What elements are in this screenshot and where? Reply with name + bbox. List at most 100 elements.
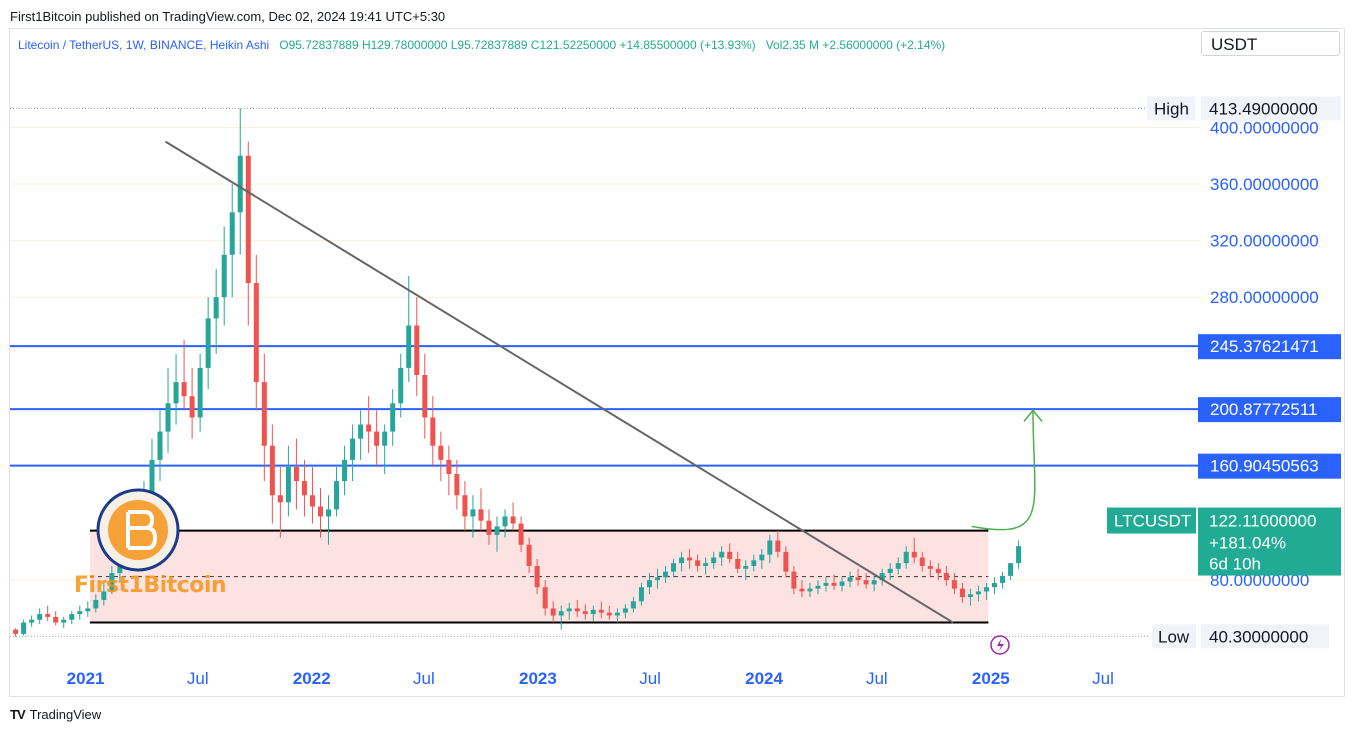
- candle: [197, 353, 203, 432]
- y-tick-label: 320.00000000: [1210, 232, 1319, 251]
- candle-body: [285, 466, 291, 503]
- candle: [919, 551, 925, 572]
- candle: [342, 445, 348, 496]
- candle: [309, 466, 315, 524]
- candle: [277, 466, 283, 538]
- current-price-label: 122.11000000: [1209, 512, 1316, 531]
- candle: [253, 254, 259, 411]
- event-bolt: [997, 639, 1004, 651]
- currency-selector[interactable]: USDT: [1201, 31, 1340, 56]
- candle: [735, 551, 741, 574]
- symbol-title[interactable]: Litecoin / TetherUS, 1W, BINANCE, Heikin…: [18, 38, 270, 52]
- ticker-badge: [1107, 507, 1196, 534]
- candle: [590, 605, 596, 622]
- candle-body: [462, 495, 468, 517]
- low-value-tag: [1201, 624, 1329, 649]
- candle-body: [197, 367, 203, 418]
- candle-body: [574, 608, 580, 612]
- candle-body: [727, 551, 733, 559]
- tradingview-brand[interactable]: TV TradingView: [10, 707, 101, 722]
- candle-body: [422, 375, 428, 418]
- candle-body: [630, 601, 636, 609]
- candle: [285, 445, 291, 517]
- symbol-legend[interactable]: Litecoin / TetherUS, 1W, BINANCE, Heikin…: [18, 38, 945, 52]
- candle: [526, 537, 532, 574]
- candle: [975, 585, 981, 602]
- candle-body: [293, 466, 299, 482]
- candle-body: [967, 594, 973, 598]
- candle-body: [663, 571, 669, 578]
- candle-body: [823, 582, 829, 586]
- candle: [574, 599, 580, 617]
- candle-body: [614, 612, 620, 616]
- candle-body: [398, 367, 404, 404]
- candle: [703, 557, 709, 575]
- candle-body: [430, 417, 436, 446]
- candle-body: [711, 557, 717, 564]
- candle-body: [486, 520, 492, 535]
- candle: [935, 563, 941, 581]
- y-tick-label: 400.00000000: [1210, 118, 1319, 137]
- candle: [943, 565, 949, 586]
- candle-body: [93, 599, 99, 609]
- candle-body: [799, 588, 805, 592]
- candle: [630, 597, 636, 613]
- candle: [414, 297, 420, 397]
- candle-body: [935, 568, 941, 574]
- candle-body: [221, 254, 227, 298]
- candle-body: [542, 587, 548, 609]
- candle: [518, 516, 524, 552]
- level-badge: [1198, 453, 1341, 479]
- candle: [951, 573, 957, 595]
- candle-body: [181, 382, 187, 397]
- candle-body: [406, 325, 412, 368]
- candle: [622, 604, 628, 619]
- candle-body: [438, 445, 444, 460]
- high-value-label: 413.49000000: [1209, 99, 1318, 118]
- candle: [101, 582, 107, 606]
- candle: [847, 571, 853, 588]
- candle: [775, 530, 781, 558]
- candle-body: [719, 551, 725, 558]
- candle: [663, 565, 669, 583]
- candle-body: [494, 526, 500, 535]
- high-tag-label: High: [1154, 99, 1189, 118]
- candle-body: [815, 585, 821, 589]
- chart-frame: [9, 28, 1345, 697]
- candle: [1000, 571, 1006, 589]
- x-tick-label: 2025: [972, 669, 1010, 688]
- publisher-caption: First1Bitcoin published on TradingView.c…: [10, 9, 446, 24]
- candle: [679, 551, 685, 572]
- candle-body: [566, 608, 572, 612]
- candle: [293, 438, 299, 510]
- candle-body: [189, 396, 195, 418]
- candle: [93, 594, 99, 613]
- y-tick-label: 280.00000000: [1210, 288, 1319, 307]
- candle: [727, 543, 733, 564]
- candle: [671, 558, 677, 578]
- candle: [189, 367, 195, 439]
- candle: [983, 582, 989, 600]
- volume-values: Vol2.35 M +2.56000000 (+2.14%): [765, 38, 946, 52]
- candle-body: [454, 474, 460, 496]
- projection-arrow: [971, 410, 1036, 531]
- candle: [109, 565, 115, 595]
- candle-body: [654, 577, 660, 581]
- candle: [807, 582, 813, 598]
- candle-body: [943, 573, 949, 581]
- candle-body: [245, 155, 251, 284]
- candle-body: [951, 580, 957, 589]
- candle-body: [558, 611, 564, 616]
- candle-body: [173, 382, 179, 404]
- candle-body: [927, 565, 933, 569]
- candle-body: [807, 588, 813, 592]
- candle: [903, 546, 909, 569]
- candle: [21, 619, 27, 636]
- candle: [261, 353, 267, 482]
- candle: [13, 628, 19, 637]
- candle-body: [350, 438, 356, 460]
- candle-body: [887, 568, 893, 574]
- candle-body: [831, 582, 837, 586]
- ticker-badge-label: LTCUSDT: [1114, 512, 1191, 531]
